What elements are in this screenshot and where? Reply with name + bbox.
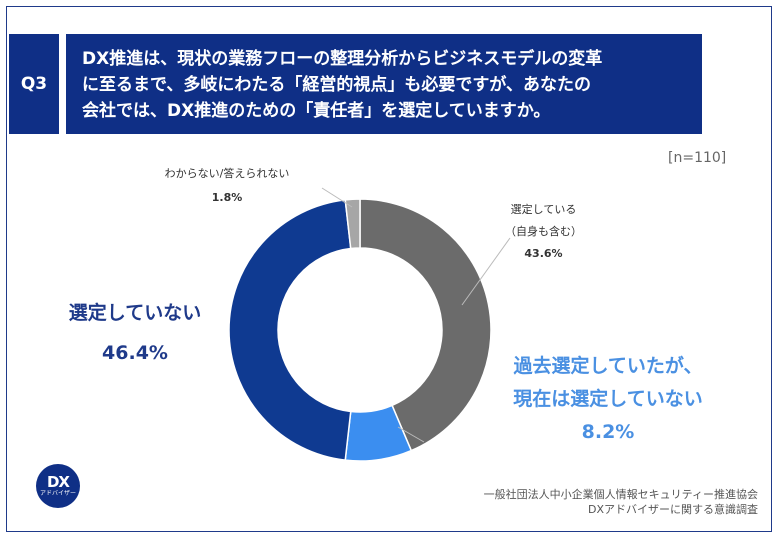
source-line: 一般社団法人中小企業個人情報セキュリティー推進協会 [483, 488, 758, 501]
label-unknown-pct: 1.8% [211, 191, 243, 204]
label-unknown: わからない/答えられない 1.8% [142, 163, 312, 209]
leader-line-selected [461, 237, 511, 306]
donut-slice-3 [344, 198, 361, 250]
label-not-selected-pct: 46.4% [102, 342, 168, 364]
question-badge: Q3 [9, 34, 59, 134]
leader-line-unknown [321, 187, 353, 208]
leader-lines [321, 187, 511, 443]
label-unknown-text: わからない/答えられない [164, 167, 290, 180]
dx-advisor-logo: DX アドバイザー [36, 464, 80, 508]
label-past-line2: 現在は選定していない [513, 388, 703, 410]
label-selected-line2: （自身も含む） [505, 225, 582, 238]
logo-sub: アドバイザー [39, 490, 76, 497]
logo-main: DX [46, 473, 70, 491]
label-not-selected-text: 選定していない [68, 302, 202, 324]
donut-slice-0 [359, 198, 492, 452]
label-selected-pct: 43.6% [524, 247, 563, 260]
donut-slices [228, 198, 492, 462]
leader-line-past [397, 426, 425, 443]
source-note: 一般社団法人中小企業個人情報セキュリティー推進協会 DXアドバイザーに関する意識… [484, 487, 758, 517]
label-selected: 選定している （自身も含む） 43.6% [505, 199, 582, 265]
donut-slice-2 [228, 199, 352, 461]
label-past: 過去選定していたが、 現在は選定していない 8.2% [491, 350, 725, 449]
question-line: DX推進は、現状の業務フローの整理分析からビジネスモデルの変革 [82, 49, 603, 69]
source-line: DXアドバイザーに関する意識調査 [587, 503, 758, 516]
question-text: DX推進は、現状の業務フローの整理分析からビジネスモデルの変革 に至るまで、多岐… [66, 34, 702, 134]
label-past-pct: 8.2% [581, 421, 635, 443]
question-line: 会社では、DX推進のための「責任者」を選定していますか。 [82, 101, 551, 121]
label-past-line1: 過去選定していたが、 [513, 355, 703, 377]
label-selected-line1: 選定している [510, 203, 577, 216]
sample-size: [n=110] [668, 150, 727, 166]
question-line: に至るまで、多岐にわたる「経営的視点」も必要ですが、あなたの [82, 75, 591, 95]
label-not-selected: 選定していない 46.4% [46, 293, 224, 373]
